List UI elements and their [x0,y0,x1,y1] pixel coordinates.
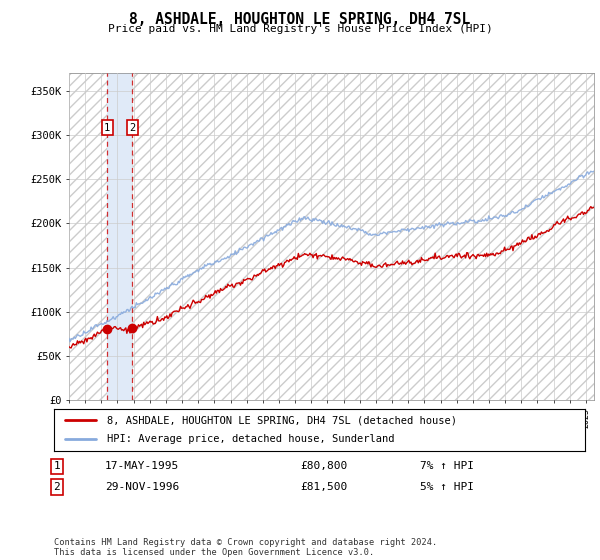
Text: Price paid vs. HM Land Registry's House Price Index (HPI): Price paid vs. HM Land Registry's House … [107,24,493,34]
Text: 17-MAY-1995: 17-MAY-1995 [105,461,179,472]
Text: 5% ↑ HPI: 5% ↑ HPI [420,482,474,492]
Text: 2: 2 [129,123,136,133]
Text: 8, ASHDALE, HOUGHTON LE SPRING, DH4 7SL (detached house): 8, ASHDALE, HOUGHTON LE SPRING, DH4 7SL … [107,415,457,425]
Bar [107,73,133,400]
Text: 2: 2 [53,482,61,492]
Text: 1: 1 [104,123,110,133]
Text: £80,800: £80,800 [300,461,347,472]
Bar [69,73,107,400]
Text: 1: 1 [53,461,61,472]
Text: 8, ASHDALE, HOUGHTON LE SPRING, DH4 7SL: 8, ASHDALE, HOUGHTON LE SPRING, DH4 7SL [130,12,470,27]
Text: HPI: Average price, detached house, Sunderland: HPI: Average price, detached house, Sund… [107,435,395,445]
Text: £81,500: £81,500 [300,482,347,492]
Bar [133,73,594,400]
Text: 7% ↑ HPI: 7% ↑ HPI [420,461,474,472]
Text: 29-NOV-1996: 29-NOV-1996 [105,482,179,492]
Text: Contains HM Land Registry data © Crown copyright and database right 2024.
This d: Contains HM Land Registry data © Crown c… [54,538,437,557]
